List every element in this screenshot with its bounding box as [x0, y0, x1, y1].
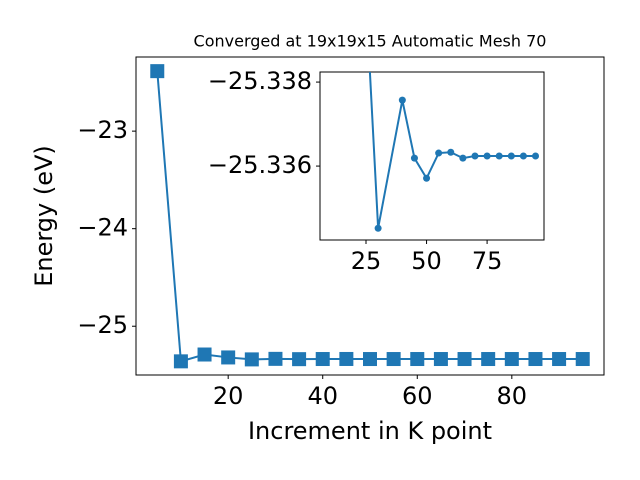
x-tick-label: 25 [351, 247, 382, 275]
marker [244, 352, 259, 367]
marker [363, 0, 370, 2]
marker [471, 152, 479, 160]
marker [339, 351, 354, 366]
x-tick-label: 50 [411, 247, 442, 275]
marker [483, 152, 491, 160]
marker [519, 152, 527, 160]
marker [433, 352, 448, 367]
marker [435, 149, 443, 157]
x-tick-label: 80 [497, 382, 528, 410]
marker [410, 352, 425, 367]
marker [447, 148, 455, 156]
y-tick-label: −25.338 [208, 67, 312, 95]
marker [197, 347, 212, 362]
series [363, 0, 540, 232]
marker [374, 224, 382, 232]
marker [150, 64, 165, 79]
marker [268, 351, 283, 366]
y-axis-label: Energy (eV) [30, 145, 58, 287]
marker [315, 352, 330, 367]
x-tick-label: 40 [307, 382, 338, 410]
y-tick-label: −25.336 [208, 151, 312, 179]
marker [221, 350, 236, 365]
marker [552, 352, 567, 367]
marker [575, 352, 590, 367]
marker [528, 352, 543, 367]
marker [363, 352, 377, 367]
marker [495, 152, 503, 160]
x-axis-label: Increment in K point [248, 417, 492, 445]
marker [386, 352, 401, 367]
y-tick-label: −24 [77, 214, 128, 242]
x-tick-label: 75 [472, 247, 503, 275]
marker [481, 352, 496, 367]
x-tick-label: 20 [213, 382, 244, 410]
marker [410, 154, 418, 162]
marker [532, 152, 540, 160]
marker [173, 354, 188, 369]
chart-title: Converged at 19x19x15 Automatic Mesh 70 [194, 32, 547, 51]
marker [504, 352, 519, 367]
marker [423, 174, 431, 182]
x-tick-label: 60 [402, 382, 433, 410]
marker [457, 352, 472, 367]
y-tick-label: −23 [77, 116, 128, 144]
y-tick-label: −25 [77, 311, 128, 339]
marker [398, 96, 406, 104]
marker [459, 154, 467, 162]
marker [292, 352, 307, 367]
marker [507, 152, 515, 160]
series [150, 64, 590, 369]
